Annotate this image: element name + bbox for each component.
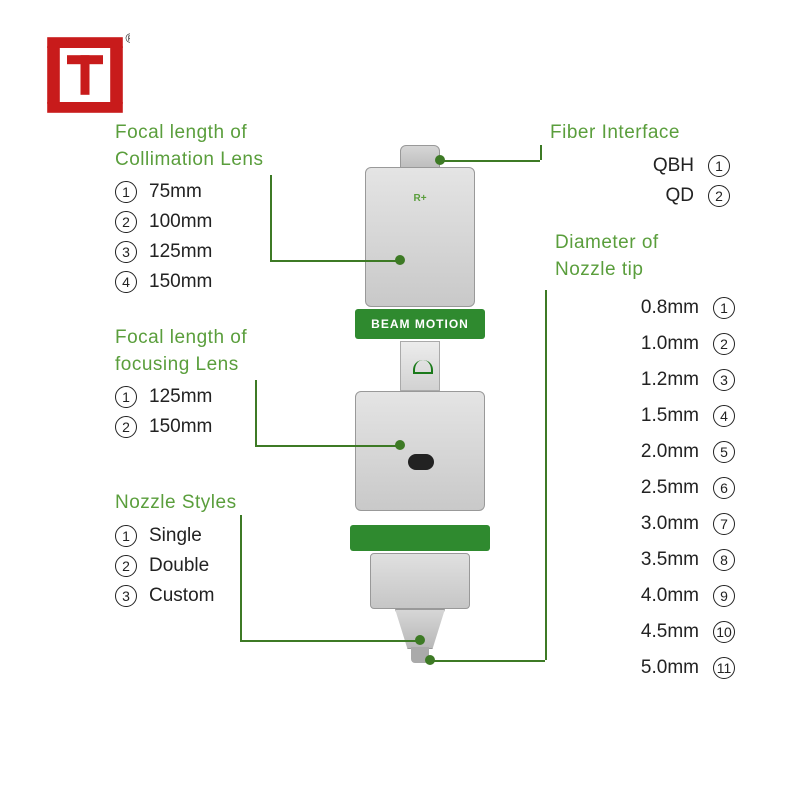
focusing-section: Focal length of focusing Lens 1 125mm 2 … [115, 325, 325, 438]
leader-focusing-h [255, 445, 400, 447]
nozzle-tip-title-1: Diameter of [555, 230, 735, 257]
nozzle-tip-option-5: 2.0mm5 [555, 441, 735, 463]
collimation-title-1: Focal length of [115, 120, 325, 147]
nozzle-tip-option-10: 4.5mm10 [555, 621, 735, 643]
nozzle-style-option-3: 3 Custom [115, 585, 325, 607]
nozzle-tip-option-8: 3.5mm8 [555, 549, 735, 571]
nozzle-tip-option-4: 1.5mm4 [555, 405, 735, 427]
nozzle-tip-option-7: 3.0mm7 [555, 513, 735, 535]
leader-nozzletip-v [545, 290, 547, 660]
nozzle-tip-option-11: 5.0mm11 [555, 657, 735, 679]
nozzle-tip-title-2: Nozzle tip [555, 257, 735, 284]
brand-logo: ® [40, 30, 130, 120]
nozzle-style-option-1: 1 Single [115, 525, 325, 547]
nozzle-styles-section: Nozzle Styles 1 Single 2 Double 3 Custom [115, 490, 325, 607]
leader-nozzlestyle [240, 515, 242, 640]
nozzle-tip-option-6: 2.5mm6 [555, 477, 735, 499]
nozzle-tip-section: Diameter of Nozzle tip 0.8mm1 1.0mm2 1.2mm… [555, 230, 735, 679]
nozzle-tip-option-3: 1.2mm3 [555, 369, 735, 391]
beam-motion-label: BEAM MOTION [355, 309, 485, 339]
leader-nozzletip-dot [425, 655, 435, 665]
nozzle-tip-option-1: 0.8mm1 [555, 297, 735, 319]
leader-fiber-v [540, 145, 542, 160]
leader-nozzlestyle-h [240, 640, 420, 642]
collimation-title-2: Collimation Lens [115, 147, 325, 174]
leader-nozzletip-h [430, 660, 545, 662]
leader-collimation [270, 175, 272, 260]
collimation-section: Focal length of Collimation Lens 1 75mm … [115, 120, 325, 293]
nozzle-tip-option-9: 4.0mm9 [555, 585, 735, 607]
collimation-option-1: 1 75mm [115, 181, 325, 203]
leader-fiber-dot [435, 155, 445, 165]
leader-focusing [255, 380, 257, 445]
leader-nozzlestyle-dot [415, 635, 425, 645]
fiber-option-1: QBH 1 [550, 155, 730, 177]
nozzle-styles-title: Nozzle Styles [115, 490, 325, 517]
nozzle-tip-option-2: 1.0mm2 [555, 333, 735, 355]
focusing-option-1: 1 125mm [115, 386, 325, 408]
focusing-title-2: focusing Lens [115, 352, 325, 379]
fiber-option-2: QD 2 [550, 185, 730, 207]
laser-head-illustration: R+ BEAM MOTION [345, 145, 495, 665]
nozzle-style-option-2: 2 Double [115, 555, 325, 577]
svg-text:®: ® [126, 32, 130, 46]
leader-fiber-h [440, 160, 540, 162]
fiber-interface-section: Fiber Interface QBH 1 QD 2 [550, 120, 730, 207]
leader-collimation-dot [395, 255, 405, 265]
device-small-label: R+ [413, 193, 426, 204]
collimation-option-4: 4 150mm [115, 271, 325, 293]
fiber-title: Fiber Interface [550, 120, 730, 147]
focusing-option-2: 2 150mm [115, 416, 325, 438]
focusing-title-1: Focal length of [115, 325, 325, 352]
leader-collimation-h [270, 260, 400, 262]
leader-focusing-dot [395, 440, 405, 450]
collimation-option-2: 2 100mm [115, 211, 325, 233]
